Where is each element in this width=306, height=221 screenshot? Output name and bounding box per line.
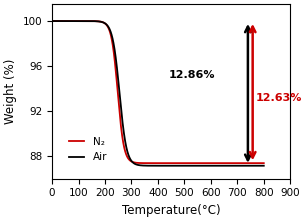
X-axis label: Temperature(°C): Temperature(°C) [122, 204, 220, 217]
Air [242, 164, 245, 167]
N₂ [131, 161, 135, 164]
N₂ [140, 162, 144, 164]
Air [235, 164, 239, 167]
Text: 12.86%: 12.86% [169, 70, 215, 80]
Y-axis label: Weight (%): Weight (%) [4, 59, 17, 124]
N₂ [74, 20, 78, 22]
Air [131, 162, 135, 164]
N₂ [262, 162, 266, 164]
Air [258, 164, 262, 167]
N₂ [225, 162, 229, 164]
Line: N₂: N₂ [52, 21, 264, 163]
Legend: N₂, Air: N₂, Air [65, 133, 111, 166]
N₂ [87, 20, 91, 22]
N₂ [235, 162, 239, 164]
Text: 12.63%: 12.63% [255, 93, 302, 103]
N₂ [258, 162, 262, 164]
Air [87, 20, 91, 22]
N₂ [50, 20, 54, 22]
Air [262, 164, 266, 167]
Air [140, 164, 144, 167]
Line: Air: Air [52, 21, 264, 166]
Air [74, 20, 78, 22]
Air [50, 20, 54, 22]
